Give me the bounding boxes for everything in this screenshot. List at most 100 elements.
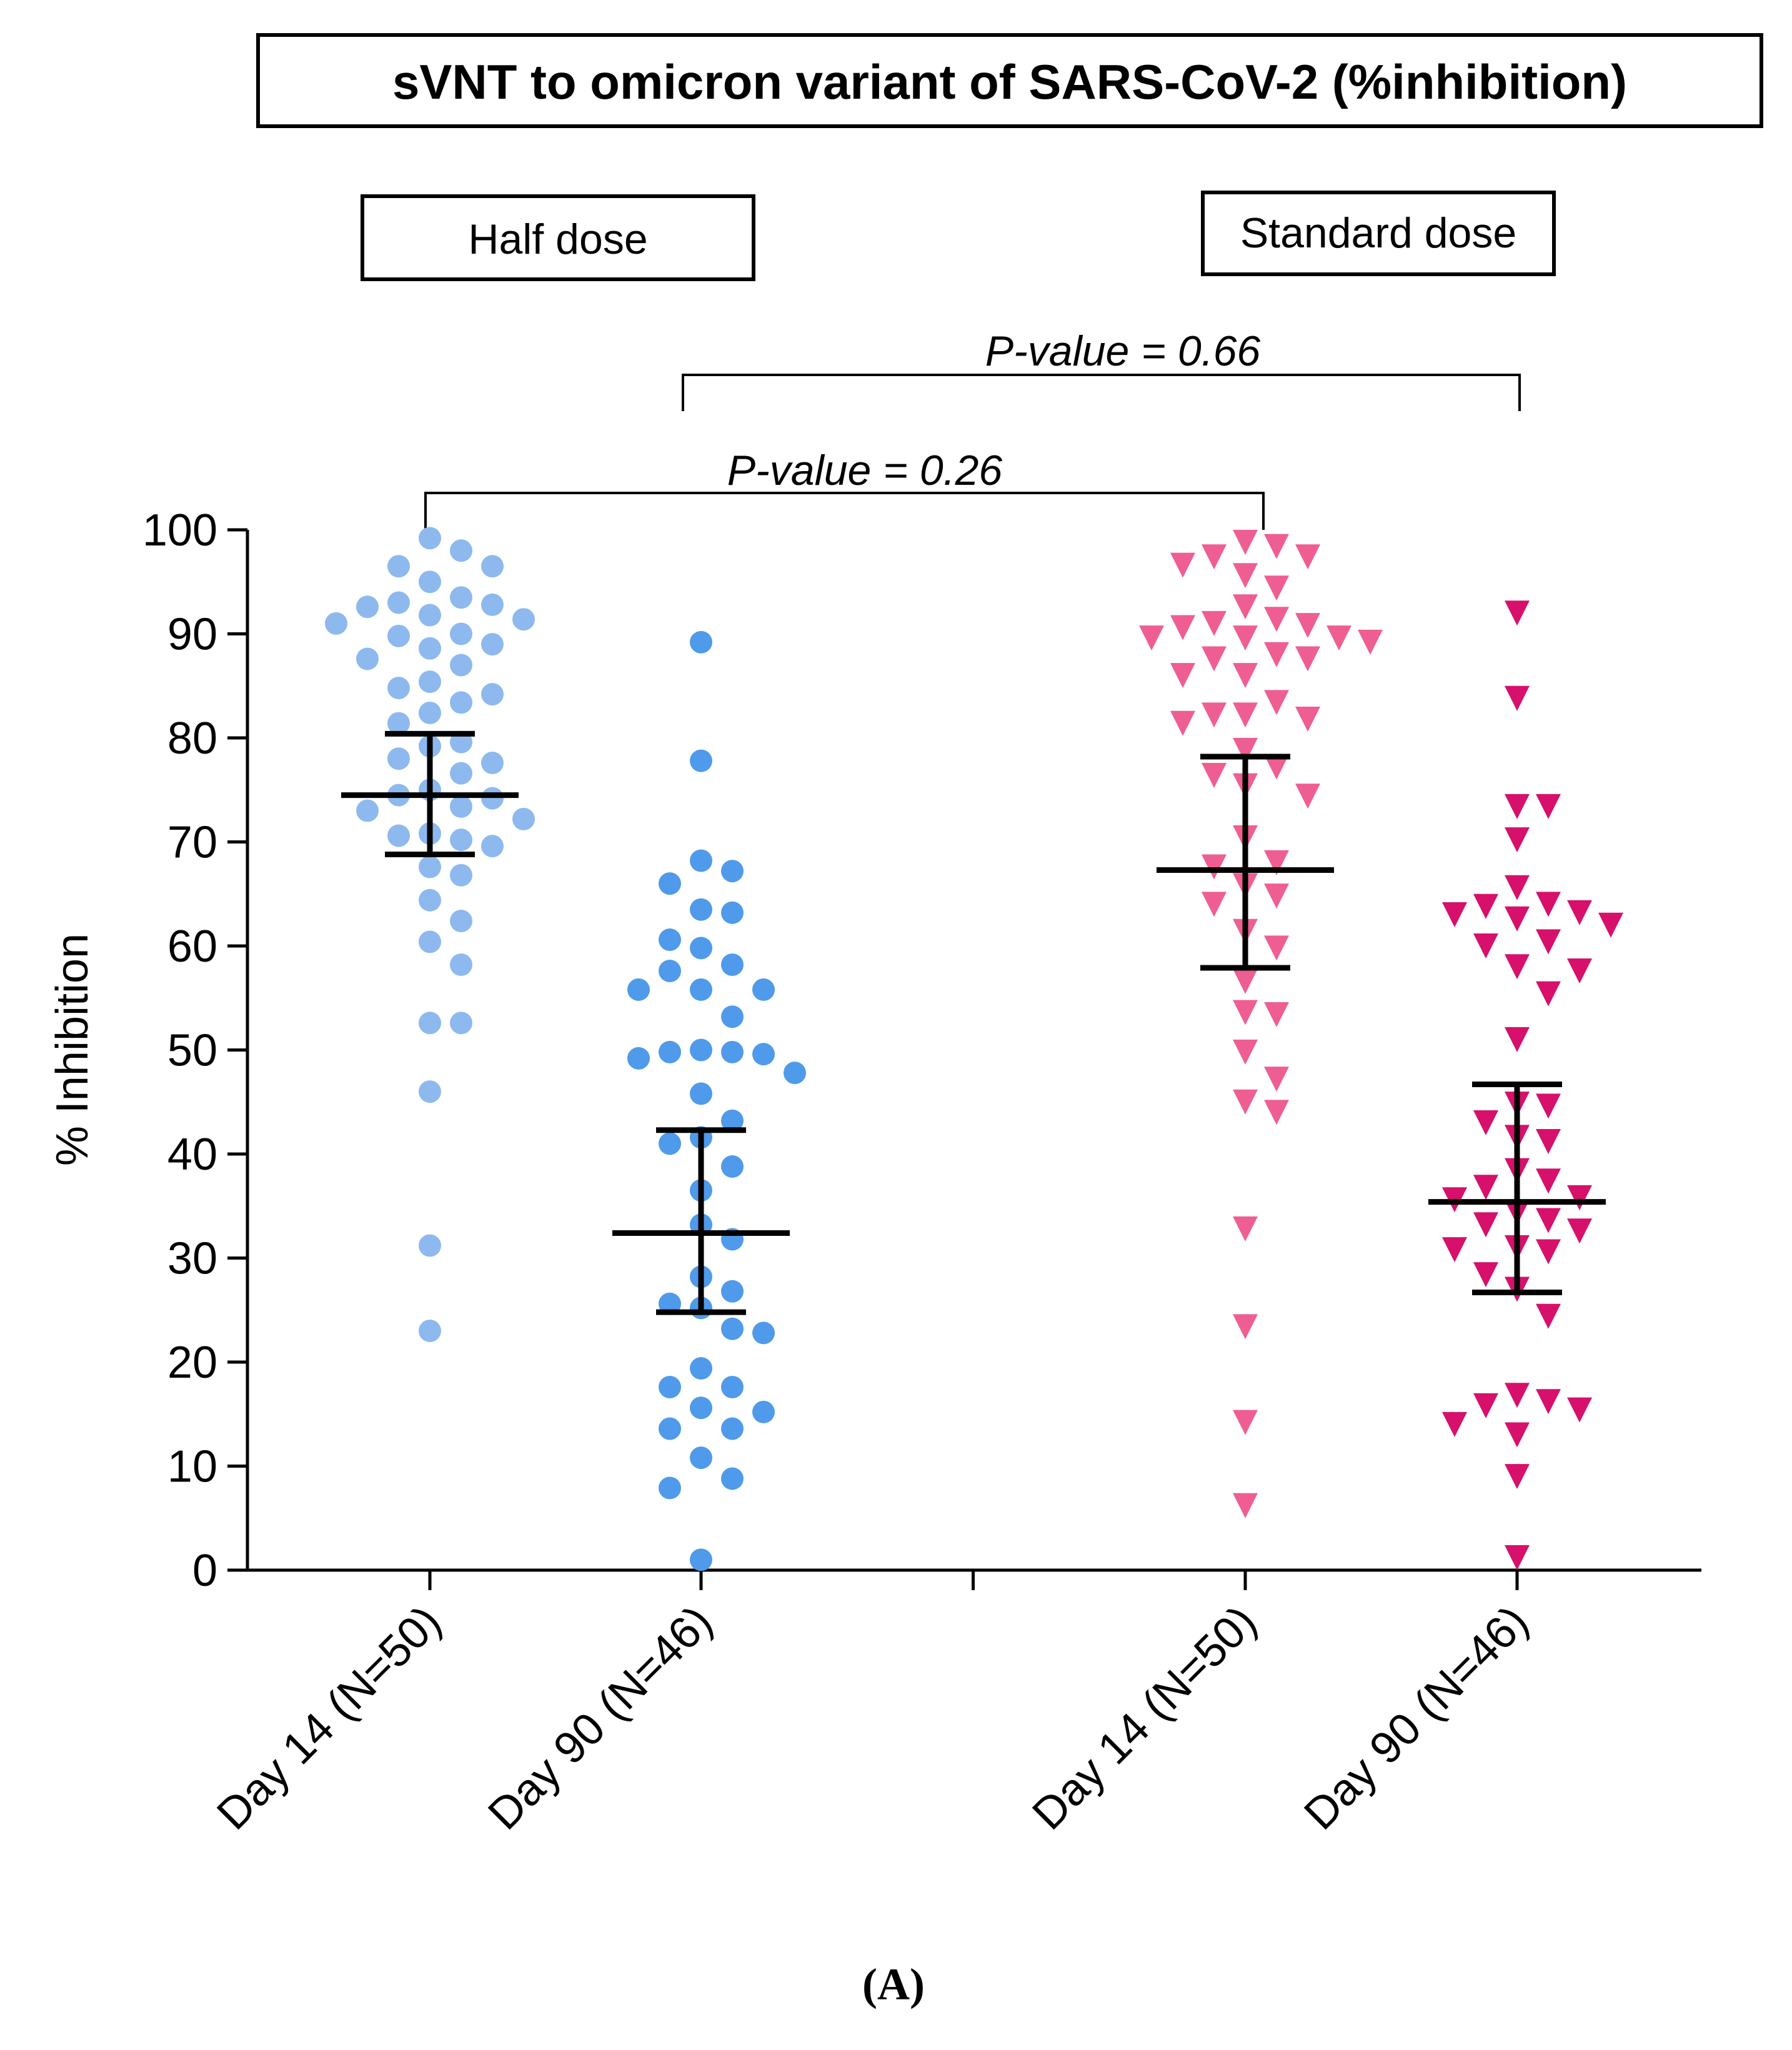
y-tick-label: 50 [167,1026,217,1076]
data-point [1536,1239,1561,1265]
data-point [1327,625,1351,651]
half-dose-box [361,194,755,281]
data-point [419,1012,441,1035]
data-point [1264,935,1289,961]
data-point [784,1062,806,1085]
data-point [721,901,744,924]
data-point [387,591,410,614]
data-point [1264,690,1289,715]
data-point [1473,893,1498,919]
data-point [1233,594,1258,620]
data-point [1202,544,1227,570]
data-point [1264,850,1289,875]
data-point [1202,762,1227,788]
data-point [721,1280,744,1303]
data-point [1567,958,1592,983]
comparison-bracket-day90 [682,374,1521,411]
data-point [387,677,410,700]
data-point [1264,575,1289,601]
data-point [1264,754,1289,780]
data-point [512,608,535,631]
data-point [1233,529,1258,555]
title-box [256,33,1763,128]
x-ticks [428,1570,1519,1590]
data-point [512,807,535,830]
data-point [1139,625,1164,651]
data-point [450,654,472,677]
data-point [690,1446,712,1470]
data-point [419,570,441,594]
data-point [1233,1216,1258,1241]
data-point [1170,663,1195,689]
data-point [690,1548,712,1571]
data-point [1202,854,1227,880]
data-point [450,795,472,818]
data-point [419,1234,441,1257]
figure-label: (A) [862,1959,925,2009]
data-point [1505,1422,1530,1448]
data-point [721,1375,744,1398]
data-point [690,937,712,960]
data-point [450,910,472,933]
data-point [1505,1383,1530,1408]
data-point [1505,600,1530,626]
data-point [721,860,744,883]
data-point [1202,646,1227,672]
comparison-bracket-day14 [424,492,1265,530]
data-point [481,835,504,858]
data-point [721,1005,744,1028]
data-point [1567,1185,1592,1210]
x-tick-label: Day 90 (N=46) [479,1596,722,1839]
y-axis-label: % Inhibition [47,933,97,1166]
data-point [1442,1411,1467,1437]
data-point [627,1047,650,1070]
data-point [387,624,410,647]
data-point [1264,534,1289,559]
data-point [721,1040,744,1063]
data-point [752,978,775,1001]
data-point [659,1417,681,1440]
data-point [419,1320,441,1343]
data-point [387,555,410,578]
data-point [690,1082,712,1105]
half-dose-label: Half dose [468,216,647,263]
data-point [721,1417,744,1440]
data-point [1233,737,1258,763]
data-point [1295,784,1320,809]
y-tick-label: 100 [142,505,217,555]
data-point [659,1132,681,1155]
data-point [1202,702,1227,728]
p-value-day14: P-value = 0.26 [727,447,1003,494]
data-point [721,1467,744,1490]
data-point [1233,702,1258,728]
data-point [1202,892,1227,917]
data-point [450,586,472,609]
standard-dose-label: Standard dose [1240,209,1516,257]
data-point [1473,1393,1498,1418]
data-point [1233,1493,1258,1518]
data-point [659,1375,681,1398]
data-point [721,1109,744,1132]
data-point [481,555,504,578]
data-point [752,1043,775,1066]
data-point [387,712,410,735]
data-point [1536,1168,1561,1194]
data-point [450,762,472,785]
chart-title: sVNT to omicron variant of SARS-CoV-2 (%… [392,54,1627,109]
data-point [1473,933,1498,958]
data-point [387,747,410,770]
data-point [1536,892,1561,917]
x-tick-label: Day 14 (N=50) [207,1596,450,1839]
data-point [659,959,681,982]
y-tick-label: 10 [167,1442,217,1492]
data-point [1505,827,1530,853]
y-tick-label: 80 [167,714,217,764]
y-tick-label: 0 [192,1546,217,1596]
data-point [1233,625,1258,651]
data-point [1536,981,1561,1007]
data-point [481,787,504,810]
data-point [1233,1410,1258,1435]
data-point [481,633,504,656]
data-point [1233,1089,1258,1115]
